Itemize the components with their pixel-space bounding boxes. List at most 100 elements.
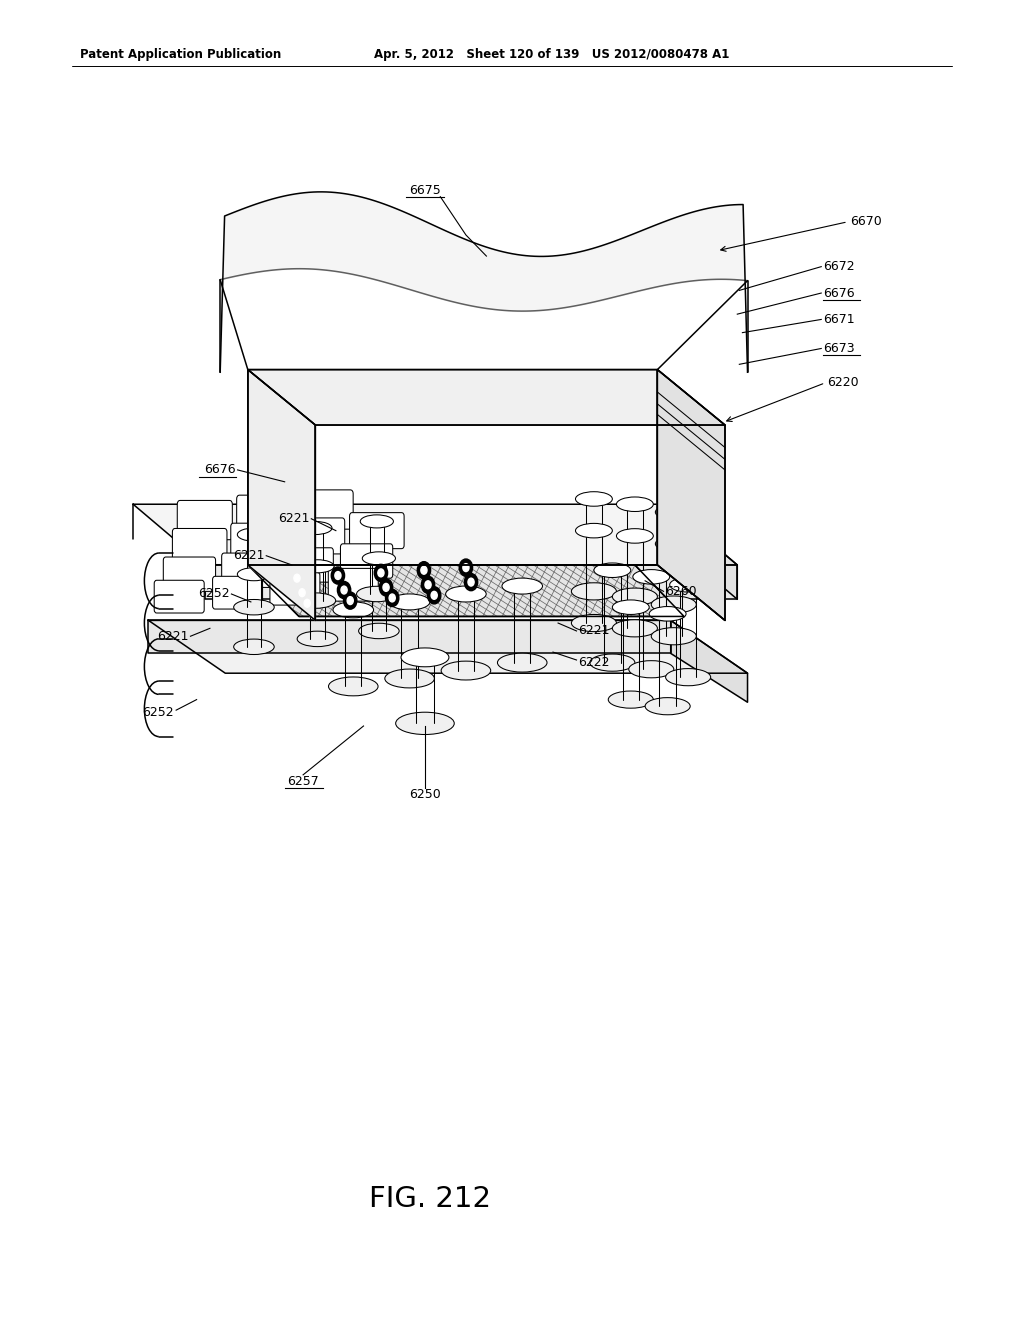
Ellipse shape [233, 639, 274, 655]
Text: 6222: 6222 [579, 656, 610, 669]
Circle shape [301, 594, 313, 611]
Circle shape [425, 581, 431, 589]
Ellipse shape [301, 560, 334, 573]
Polygon shape [148, 620, 671, 653]
FancyBboxPatch shape [281, 548, 334, 582]
Text: 6260: 6260 [666, 585, 697, 598]
Circle shape [295, 583, 309, 602]
Circle shape [335, 572, 341, 579]
Ellipse shape [612, 619, 657, 636]
Text: 6676: 6676 [204, 463, 236, 477]
Circle shape [385, 589, 399, 607]
Text: 6670: 6670 [850, 215, 882, 228]
FancyBboxPatch shape [163, 557, 216, 591]
Ellipse shape [616, 496, 653, 511]
Ellipse shape [401, 648, 449, 667]
Ellipse shape [329, 677, 378, 696]
Ellipse shape [666, 668, 711, 686]
Circle shape [338, 581, 350, 599]
FancyBboxPatch shape [298, 490, 353, 529]
Polygon shape [657, 370, 725, 620]
Circle shape [341, 586, 347, 594]
Ellipse shape [360, 515, 393, 528]
Ellipse shape [590, 653, 635, 671]
Ellipse shape [295, 593, 336, 609]
Ellipse shape [608, 692, 653, 708]
Text: 6252: 6252 [142, 706, 174, 719]
FancyBboxPatch shape [177, 500, 232, 540]
Ellipse shape [502, 578, 543, 594]
Circle shape [389, 594, 395, 602]
Ellipse shape [651, 627, 696, 645]
Ellipse shape [655, 536, 692, 552]
Ellipse shape [616, 528, 653, 543]
Circle shape [379, 578, 393, 597]
Circle shape [418, 562, 431, 579]
Ellipse shape [651, 595, 696, 612]
Ellipse shape [612, 599, 649, 614]
Ellipse shape [594, 562, 631, 577]
Ellipse shape [238, 528, 270, 541]
FancyBboxPatch shape [155, 581, 204, 612]
Circle shape [431, 591, 437, 599]
Text: 6221: 6221 [579, 624, 610, 638]
Polygon shape [248, 370, 725, 425]
Polygon shape [133, 504, 737, 565]
Circle shape [383, 583, 389, 591]
Polygon shape [248, 565, 684, 616]
Text: 6671: 6671 [823, 313, 855, 326]
Polygon shape [666, 504, 737, 599]
Ellipse shape [571, 582, 616, 599]
FancyBboxPatch shape [270, 573, 319, 605]
FancyBboxPatch shape [230, 523, 286, 560]
Circle shape [291, 570, 303, 586]
FancyBboxPatch shape [172, 528, 227, 565]
FancyBboxPatch shape [237, 495, 292, 535]
Ellipse shape [395, 713, 455, 734]
Circle shape [374, 565, 387, 582]
Circle shape [459, 560, 473, 577]
Text: 6257: 6257 [287, 775, 319, 788]
Circle shape [428, 586, 440, 605]
FancyBboxPatch shape [213, 577, 262, 609]
Ellipse shape [441, 661, 490, 680]
Text: 6250: 6250 [409, 788, 441, 801]
Ellipse shape [645, 697, 690, 715]
FancyBboxPatch shape [221, 553, 274, 587]
Text: 6221: 6221 [278, 512, 309, 525]
Ellipse shape [356, 586, 397, 602]
Polygon shape [671, 620, 748, 702]
Ellipse shape [385, 669, 434, 688]
Circle shape [332, 568, 344, 585]
Polygon shape [148, 620, 748, 673]
Ellipse shape [358, 623, 399, 639]
Circle shape [299, 589, 305, 597]
FancyBboxPatch shape [340, 544, 393, 578]
Ellipse shape [389, 594, 430, 610]
Text: 6221: 6221 [232, 549, 264, 562]
Text: Patent Application Publication: Patent Application Publication [80, 49, 282, 61]
Text: 6252: 6252 [198, 587, 229, 601]
Ellipse shape [238, 568, 270, 581]
Ellipse shape [571, 614, 616, 632]
Ellipse shape [233, 599, 274, 615]
Text: 6672: 6672 [823, 260, 855, 273]
Ellipse shape [575, 523, 612, 537]
Ellipse shape [575, 491, 612, 506]
Ellipse shape [670, 578, 707, 593]
Ellipse shape [612, 589, 657, 606]
Text: Apr. 5, 2012   Sheet 120 of 139   US 2012/0080478 A1: Apr. 5, 2012 Sheet 120 of 139 US 2012/00… [374, 49, 729, 61]
Text: 6673: 6673 [823, 342, 855, 355]
Ellipse shape [362, 552, 395, 565]
Circle shape [465, 573, 477, 590]
Ellipse shape [649, 607, 686, 620]
Ellipse shape [333, 602, 374, 618]
Ellipse shape [445, 586, 486, 602]
Ellipse shape [498, 653, 547, 672]
Polygon shape [205, 565, 737, 599]
FancyBboxPatch shape [329, 569, 378, 601]
Circle shape [422, 576, 435, 594]
Ellipse shape [633, 570, 670, 583]
Circle shape [294, 574, 300, 582]
Text: 6675: 6675 [409, 183, 441, 197]
